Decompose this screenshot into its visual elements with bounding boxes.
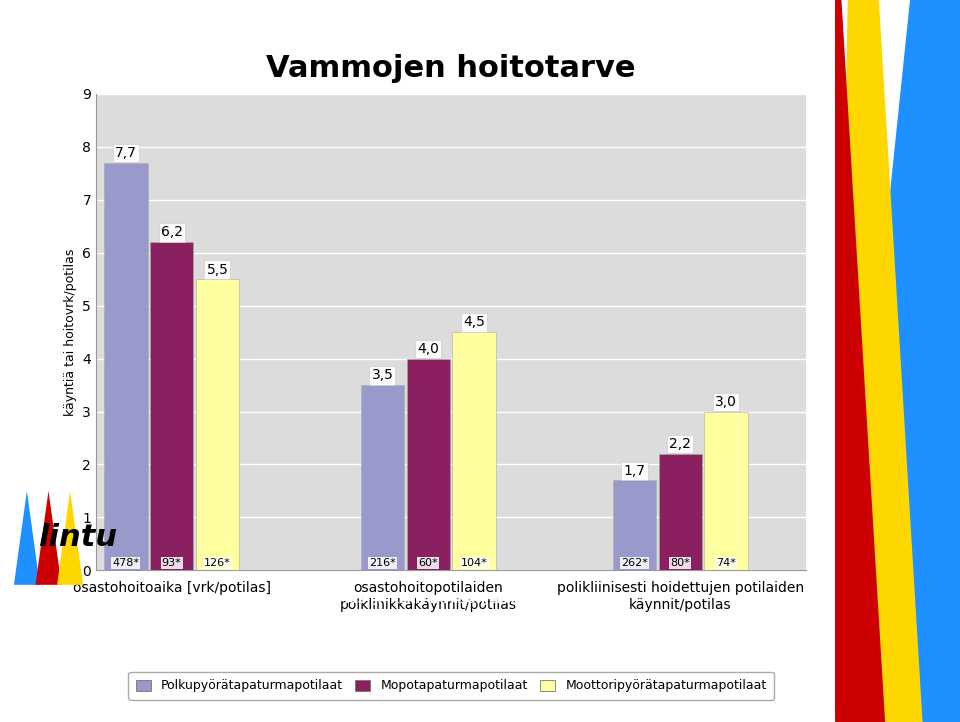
Text: 2,2: 2,2: [669, 438, 691, 451]
Polygon shape: [823, 0, 885, 722]
Bar: [659, 454, 702, 570]
Text: Vammojen hoitotarve: Vammojen hoitotarve: [267, 54, 636, 83]
Text: 478*: 478*: [112, 558, 139, 568]
Polygon shape: [13, 491, 39, 585]
Polygon shape: [835, 0, 923, 722]
Bar: [452, 332, 496, 570]
Text: 93*: 93*: [161, 558, 181, 568]
Text: 104*: 104*: [461, 558, 488, 568]
Text: 3,0: 3,0: [715, 395, 737, 409]
Text: LIIKENNETURVALLISUUDEN PITKÄN AIKAVÄLIN TUTKIMUS- JA KEHITTÄMISOHJELMA: LIIKENNETURVALLISUUDEN PITKÄN AIKAVÄLIN …: [9, 593, 523, 604]
Bar: [612, 480, 657, 570]
Bar: [150, 242, 193, 570]
Polygon shape: [835, 0, 960, 722]
Text: 6,2: 6,2: [160, 225, 182, 240]
Bar: [196, 279, 239, 570]
Text: 1,7: 1,7: [624, 464, 645, 478]
Text: 126*: 126*: [204, 558, 230, 568]
Text: lintu: lintu: [38, 523, 117, 552]
Bar: [361, 385, 404, 570]
Bar: [104, 162, 148, 570]
Text: 262*: 262*: [621, 558, 648, 568]
Bar: [406, 359, 450, 570]
Text: 80*: 80*: [670, 558, 690, 568]
Y-axis label: käyntiä tai hoitovrk/potilas: käyntiä tai hoitovrk/potilas: [63, 248, 77, 416]
Text: 4,5: 4,5: [463, 316, 485, 329]
Text: 216*: 216*: [369, 558, 396, 568]
Text: 4,0: 4,0: [418, 342, 440, 356]
Polygon shape: [58, 491, 83, 585]
Text: 3,5: 3,5: [372, 368, 394, 383]
Text: 7,7: 7,7: [115, 146, 136, 160]
Legend: Polkupyörätapaturmapotilaat, Mopotapaturmapotilaat, Moottoripyörätapaturmapotila: Polkupyörätapaturmapotilaat, Mopotapatur…: [129, 672, 774, 700]
Text: 60*: 60*: [419, 558, 438, 568]
Polygon shape: [36, 491, 61, 585]
Bar: [705, 412, 748, 570]
Text: 74*: 74*: [716, 558, 736, 568]
Text: 5,5: 5,5: [206, 263, 228, 277]
